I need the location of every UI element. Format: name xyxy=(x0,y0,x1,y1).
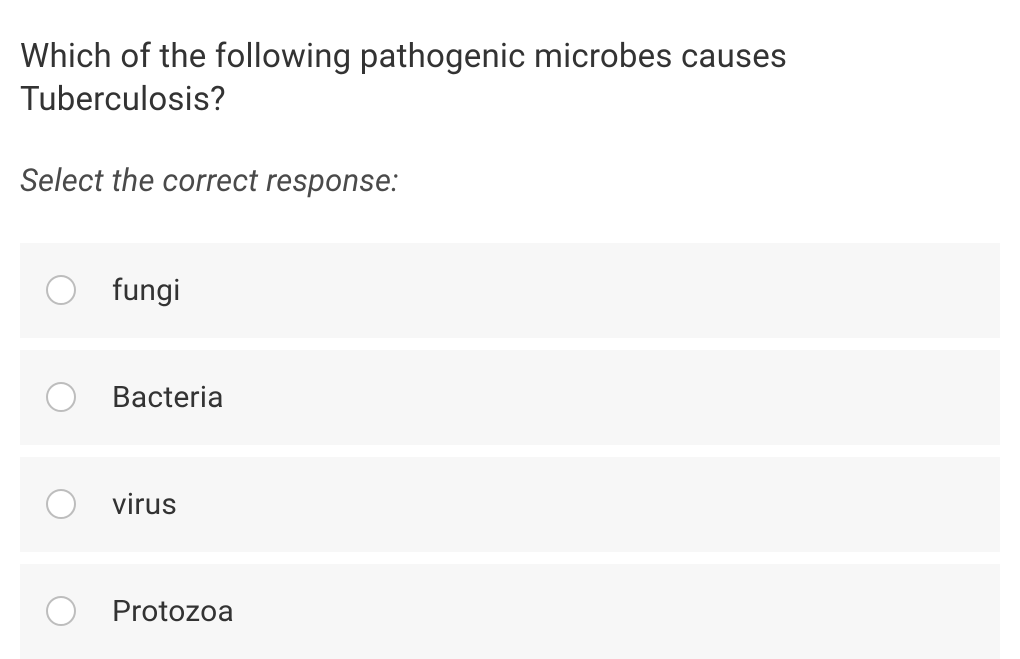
question-text: Which of the following pathogenic microb… xyxy=(20,36,1000,122)
option-label: virus xyxy=(112,487,177,522)
radio-icon[interactable] xyxy=(46,382,76,412)
option-row[interactable]: fungi xyxy=(20,243,1000,338)
option-label: Protozoa xyxy=(112,594,234,629)
radio-icon[interactable] xyxy=(46,596,76,626)
option-row[interactable]: Bacteria xyxy=(20,350,1000,445)
question-instruction: Select the correct response: xyxy=(20,162,1000,199)
option-label: fungi xyxy=(112,273,181,308)
options-list: fungi Bacteria virus Protozoa xyxy=(20,243,1000,659)
radio-icon[interactable] xyxy=(46,275,76,305)
radio-icon[interactable] xyxy=(46,489,76,519)
option-label: Bacteria xyxy=(112,380,224,415)
quiz-container: Which of the following pathogenic microb… xyxy=(0,0,1020,659)
option-row[interactable]: virus xyxy=(20,457,1000,552)
